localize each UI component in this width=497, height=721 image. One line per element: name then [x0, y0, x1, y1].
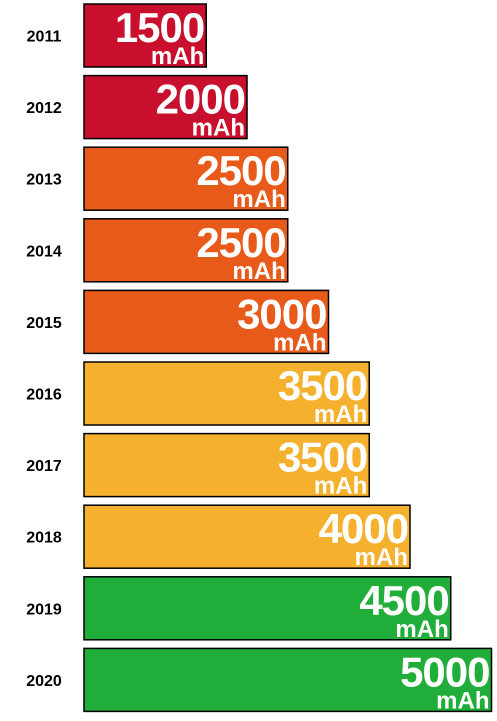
year-label: 2019 — [26, 601, 62, 618]
bar — [83, 3, 207, 68]
bar-value-label: 3500 — [278, 362, 367, 409]
year-label: 2018 — [26, 530, 62, 547]
bar-value-label: 3000 — [237, 290, 326, 337]
bar-unit-label: mAh — [192, 115, 245, 142]
bar-unit-label: mAh — [232, 186, 285, 213]
bar — [83, 361, 370, 426]
bar-value-label: 1500 — [115, 4, 204, 51]
bar-unit-label: mAh — [395, 616, 448, 643]
year-label: 2017 — [26, 458, 62, 475]
bar-unit-label: mAh — [151, 43, 204, 70]
year-label: 2012 — [26, 100, 62, 117]
bar-value-label: 3500 — [278, 434, 367, 481]
year-label: 2014 — [26, 243, 62, 260]
bar-unit-label: mAh — [355, 544, 408, 571]
bar — [83, 432, 370, 498]
bar — [83, 218, 289, 283]
year-label: 2015 — [26, 315, 62, 332]
bar-unit-label: mAh — [436, 687, 489, 714]
bar-unit-label: mAh — [314, 473, 367, 500]
year-label: 2011 — [27, 29, 62, 46]
bar-value-label: 2000 — [156, 76, 245, 123]
bar-unit-label: mAh — [314, 401, 367, 428]
bar — [83, 647, 493, 713]
bar — [83, 146, 289, 211]
bar-value-label: 2500 — [196, 219, 285, 266]
bar — [83, 504, 411, 569]
bar-unit-label: mAh — [232, 258, 285, 285]
bar — [83, 576, 452, 641]
bar — [83, 74, 248, 140]
bar-value-label: 5000 — [400, 648, 489, 695]
year-label: 2020 — [26, 673, 62, 690]
bar-value-label: 2500 — [196, 147, 285, 194]
year-label: 2013 — [26, 172, 62, 189]
bar-value-label: 4500 — [359, 577, 448, 624]
bar — [83, 289, 330, 355]
bar-value-label: 4000 — [319, 505, 408, 552]
bar-unit-label: mAh — [273, 329, 326, 356]
year-label: 2016 — [26, 387, 62, 404]
